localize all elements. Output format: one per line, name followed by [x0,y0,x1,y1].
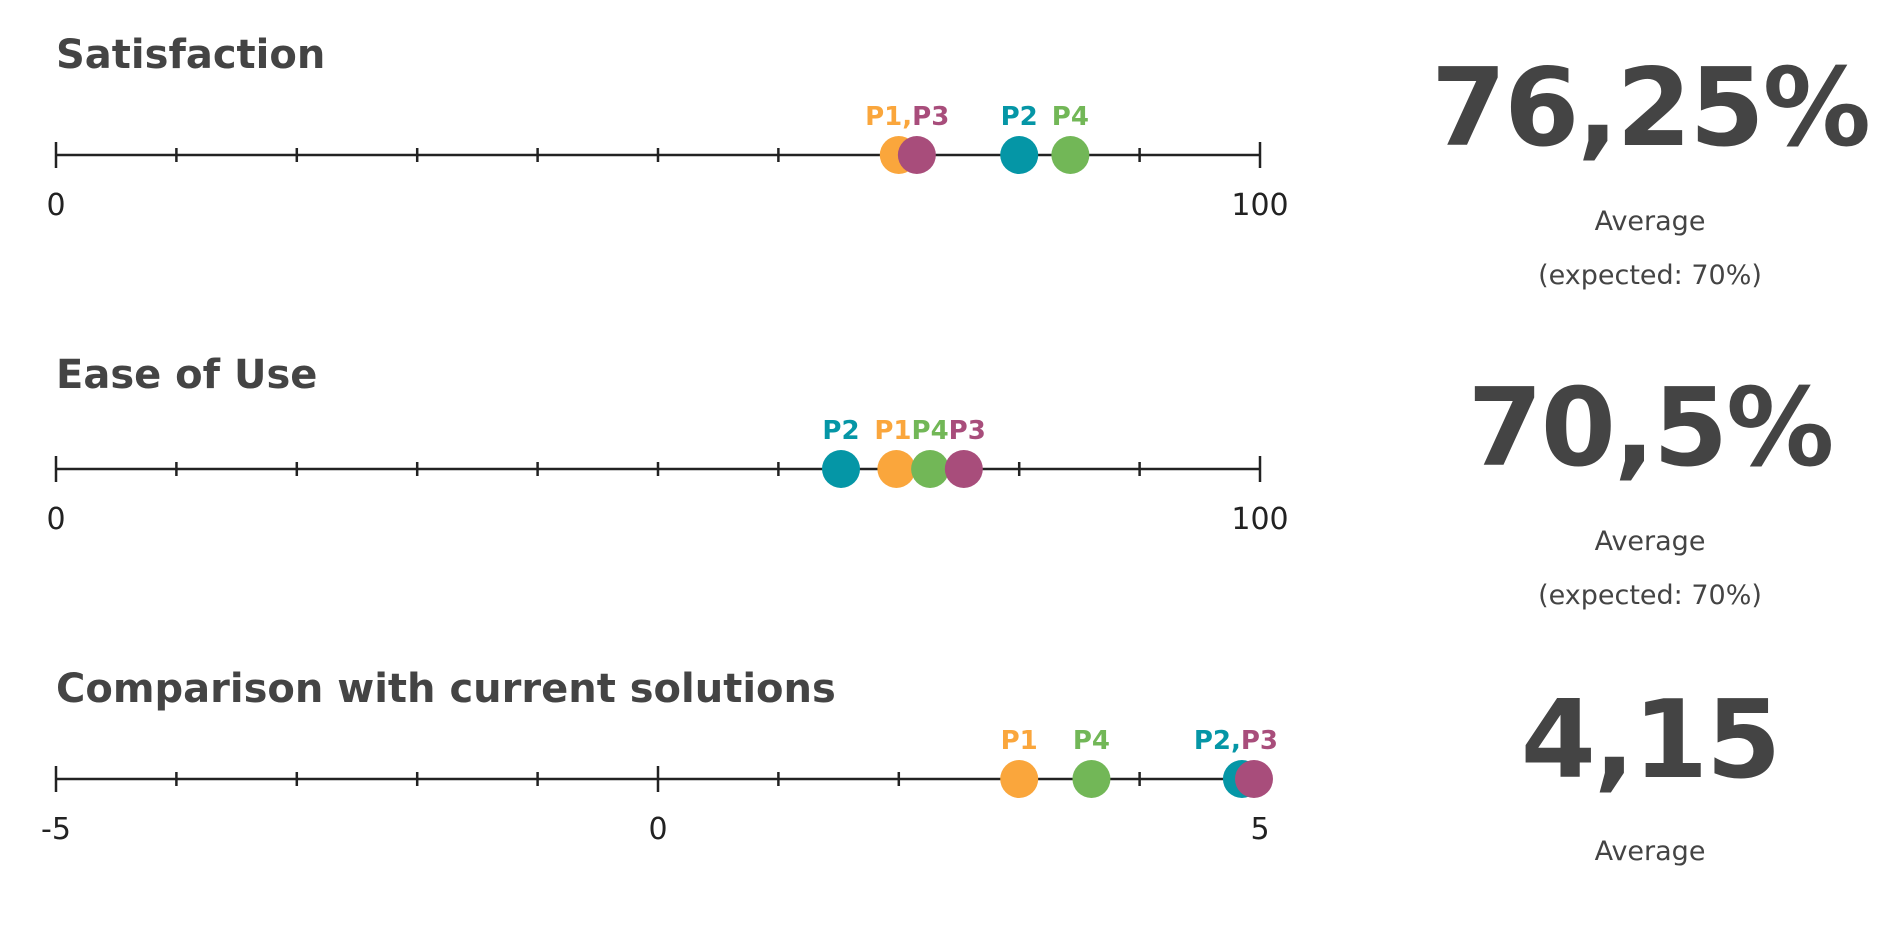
comparison-average-label: Average [1594,836,1706,867]
comparison-average-value: 4,15 [1520,678,1781,803]
ease-of-use-tick-label: 100 [1231,502,1288,537]
ease-of-use-average-label: Average [1594,526,1706,557]
comparison-point-p3 [1234,760,1273,798]
ease-of-use-average-value: 70,5% [1467,366,1835,491]
ease-of-use-tick-label: 0 [46,502,65,537]
satisfaction-point-label: P2 [1001,102,1038,132]
satisfaction-point-p4 [1051,136,1090,174]
ease-of-use-point-p3 [944,450,983,488]
satisfaction-title: Satisfaction [56,32,326,78]
comparison-point-label: P2,P3 [1194,726,1278,756]
comparison-tick-label: -5 [41,812,71,847]
comparison-point-p1 [1000,760,1039,798]
satisfaction-average-label: Average [1594,206,1706,237]
satisfaction-tick-label: 0 [46,188,65,223]
ease-of-use-point-label: P1P4P3 [874,416,985,446]
ease-of-use-point-p1 [877,450,916,488]
ease-of-use-axis: 0 100 P2 P1P4P3 [46,416,1288,537]
satisfaction-expected-label: (expected: 70%) [1538,260,1762,291]
satisfaction-point-label: P4 [1052,102,1089,132]
satisfaction-point-label: P1,P3 [865,102,949,132]
satisfaction-axis: 0 100 P1,P3 P2 P4 [46,102,1288,223]
comparison-tick-label: 5 [1250,812,1269,847]
comparison-axis: -5 0 5 P1 P4 P2,P3 [41,726,1278,847]
ease-of-use-point-p2 [822,450,861,488]
ease-of-use-title: Ease of Use [56,352,318,398]
comparison-title: Comparison with current solutions [56,666,836,712]
satisfaction-average-value: 76,25% [1431,46,1871,171]
satisfaction-point-p2 [1000,136,1039,174]
satisfaction-tick-label: 100 [1231,188,1288,223]
ease-of-use-point-p4 [911,450,950,488]
ease-of-use-expected-label: (expected: 70%) [1538,580,1762,611]
comparison-tick-label: 0 [648,812,667,847]
ease-of-use-point-label: P2 [822,416,859,446]
comparison-point-label: P1 [1001,726,1038,756]
comparison-point-label: P4 [1073,726,1110,756]
satisfaction-point-p3 [897,136,936,174]
comparison-point-p4 [1072,760,1111,798]
